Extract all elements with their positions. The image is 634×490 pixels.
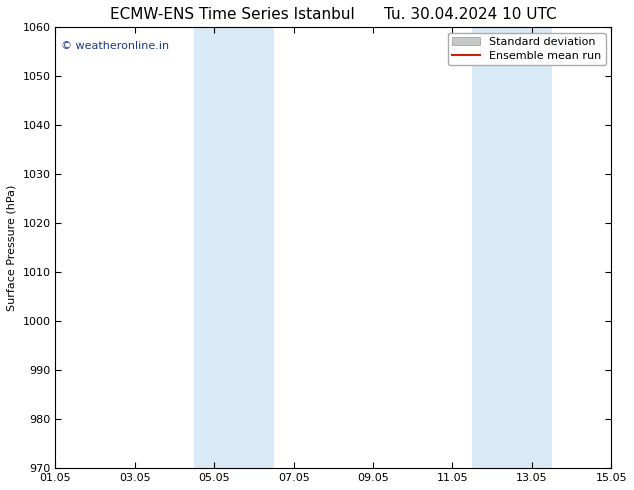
Legend: Standard deviation, Ensemble mean run: Standard deviation, Ensemble mean run <box>448 33 605 65</box>
Bar <box>472 27 552 468</box>
Title: ECMW-ENS Time Series Istanbul      Tu. 30.04.2024 10 UTC: ECMW-ENS Time Series Istanbul Tu. 30.04.… <box>110 7 557 22</box>
Y-axis label: Surface Pressure (hPa): Surface Pressure (hPa) <box>7 185 17 311</box>
Bar <box>195 27 274 468</box>
Text: © weatheronline.in: © weatheronline.in <box>61 41 169 50</box>
